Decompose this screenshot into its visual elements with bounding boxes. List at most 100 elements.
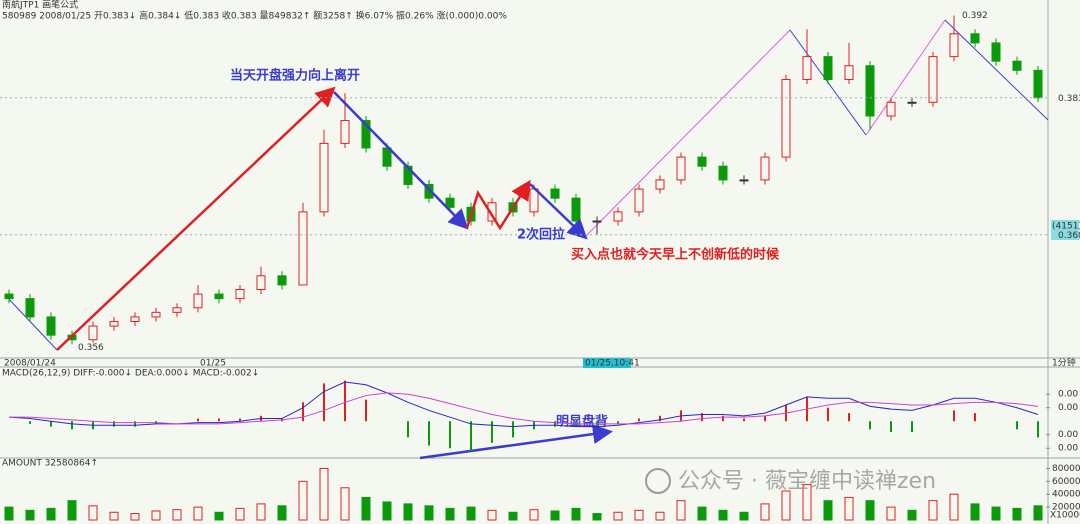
volume-bar (445, 507, 455, 521)
volume-bar (466, 506, 476, 521)
volume-bar (25, 509, 35, 521)
volume-bar (1033, 505, 1043, 521)
volume-bar (235, 507, 245, 521)
volume-bar (46, 507, 56, 521)
volume-bar (487, 509, 497, 521)
candle-body (445, 197, 455, 208)
watermark-icon (645, 468, 671, 494)
arrow (419, 424, 613, 460)
volume-bar (613, 511, 623, 521)
candle-body (970, 33, 980, 44)
volume-bar (571, 507, 581, 521)
volume-bar (676, 500, 686, 521)
candle-body (676, 156, 686, 181)
volume-bar (970, 503, 980, 521)
volume-bar (739, 511, 749, 521)
y-tick-label: 40000 (1052, 490, 1080, 500)
watermark: 公众号 · 薇宝缠中读禅zen (678, 469, 936, 494)
quote-info: 580989 2008/01/25 开0.383↓ 高0.384↓ 低0.383… (2, 10, 507, 22)
volume-bar (130, 513, 140, 521)
volume-bar (256, 503, 266, 521)
y-tick-label: 0.00 (1058, 444, 1078, 454)
volume-bar (718, 509, 728, 521)
volume-bar (655, 511, 665, 521)
volume-bar (550, 510, 560, 521)
pen-line (4, 294, 58, 351)
candle-body (25, 298, 35, 318)
candle-body (823, 56, 833, 80)
volume-bar (529, 509, 539, 521)
annotation: 2次回拉 (517, 227, 565, 243)
candle-body (214, 293, 224, 300)
volume-bar (844, 496, 854, 521)
volume-bar (361, 496, 371, 521)
candle-body (760, 156, 770, 181)
candle-body (613, 211, 623, 222)
cursor-box (583, 358, 631, 368)
annotation: 明显盘背 (556, 414, 608, 430)
volume-bar (4, 506, 14, 521)
candle-body (529, 188, 539, 213)
volume-bar (508, 511, 518, 521)
y-tick-label: 80000 (1052, 464, 1080, 474)
candle-body (424, 183, 434, 199)
candle-body (361, 120, 371, 149)
candle-body (235, 289, 245, 300)
arrow (465, 179, 531, 231)
candle-body (277, 275, 287, 286)
volume-bar (277, 505, 287, 521)
candle-body (865, 65, 875, 117)
y-tick-label: 0.383 (1058, 94, 1080, 104)
volume-bar (907, 509, 917, 521)
volume-bar (424, 505, 434, 521)
x-label: 01/25 (200, 359, 226, 369)
y-tick-label: 0.00 (1058, 430, 1078, 440)
x-label: 2008/01/24 (4, 359, 56, 369)
volume-bar (928, 500, 938, 521)
x-label: 1分钟 (1052, 357, 1076, 369)
volume-bar (1012, 507, 1022, 521)
candle-body (256, 275, 266, 291)
candle-body (886, 101, 896, 117)
candle-body (487, 202, 497, 222)
y-tick-label: 0.00 (1058, 403, 1078, 413)
low-label: 0.356 (78, 343, 104, 353)
candle-body (718, 165, 728, 181)
candle-body (109, 320, 119, 327)
volume-bar (109, 511, 119, 521)
x-label: 01/25,10:41 (585, 359, 640, 369)
volume-bar (592, 513, 602, 521)
volume-bar (760, 503, 770, 521)
volume-bar (823, 500, 833, 521)
volume-bar (949, 493, 959, 521)
candle-body (319, 142, 329, 213)
candle-body (46, 316, 56, 336)
candle-body (1033, 69, 1043, 99)
arrow (333, 91, 469, 230)
volume-bar (697, 506, 707, 521)
cursor-box (1051, 220, 1079, 240)
candle-body (151, 311, 161, 318)
volume-bar (340, 487, 350, 521)
volume-bar (865, 500, 875, 521)
candle-body (634, 188, 644, 213)
volume-bar (382, 501, 392, 521)
volume-bar (403, 503, 413, 521)
candle-body (88, 325, 98, 341)
volume-bar (781, 490, 791, 521)
arrow (56, 86, 336, 351)
candles (4, 15, 1043, 345)
candle-body (340, 120, 350, 144)
volume-label: AMOUNT 32580864↑ (2, 459, 98, 469)
pen-line (584, 29, 791, 238)
y-tick-label: 0.00 (1058, 390, 1078, 400)
candle-body (130, 316, 140, 322)
annotation: 买入点也就今天早上不创新低的时候 (571, 247, 780, 263)
cursor-label: (4151) (1052, 222, 1080, 232)
candle-body (802, 56, 812, 80)
volume-bar (151, 510, 161, 521)
high-label: 0.392 (962, 11, 988, 21)
